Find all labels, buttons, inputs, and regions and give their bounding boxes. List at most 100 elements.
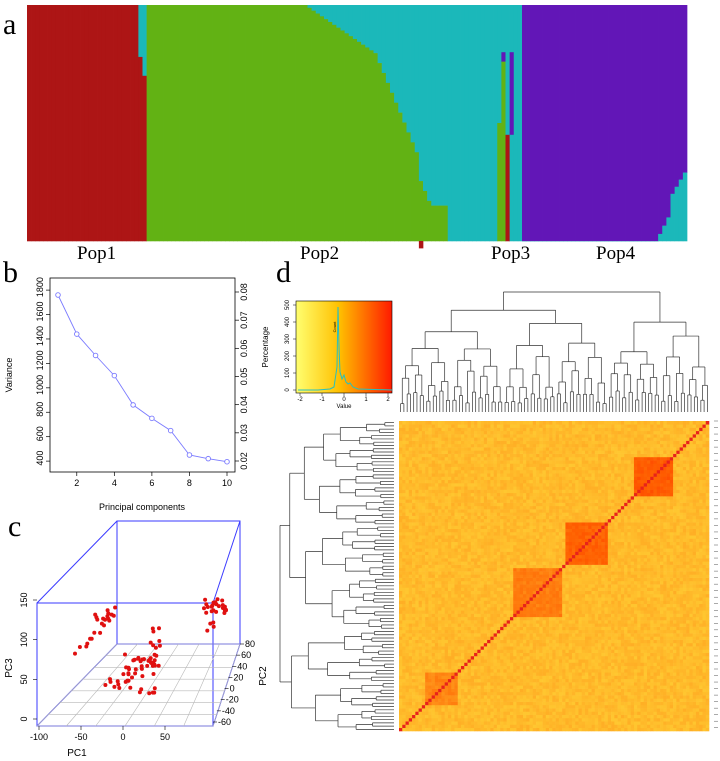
heatmap-cell — [702, 724, 707, 729]
heatmap-cell — [581, 607, 586, 611]
heatmap-cell — [529, 623, 534, 627]
structure-bar-segment — [439, 5, 444, 206]
heatmap-cell — [555, 698, 560, 702]
heatmap-cell — [477, 629, 481, 634]
heatmap-cell — [477, 662, 481, 667]
heatmap-cell — [669, 626, 674, 631]
heatmap-cell — [669, 659, 674, 663]
heatmap-cell — [532, 678, 537, 683]
structure-bar-segment — [270, 5, 275, 242]
heatmap-cell — [627, 721, 631, 725]
heatmap-cell — [653, 629, 658, 634]
heatmap-cell — [451, 714, 455, 719]
heatmap-cell — [627, 652, 631, 657]
heatmap-cell — [487, 646, 491, 650]
heatmap-cell — [480, 636, 485, 640]
heatmap-cell — [418, 613, 423, 618]
heatmap-cell — [493, 678, 498, 683]
heatmap-cell — [399, 662, 403, 667]
heatmap-cell — [490, 626, 494, 631]
heatmap-cell — [637, 603, 641, 608]
heatmap-cell — [434, 691, 439, 696]
heatmap-cell — [493, 636, 498, 640]
heatmap-cell — [542, 607, 547, 611]
heatmap-cell — [483, 649, 488, 653]
heatmap-cell — [598, 691, 602, 696]
heatmap-cell — [562, 682, 566, 686]
heatmap-cell — [614, 691, 618, 696]
heatmap-cell — [457, 711, 462, 715]
heatmap-cell — [399, 711, 403, 715]
heatmap-cell — [421, 623, 426, 627]
heatmap-cell — [653, 652, 658, 657]
heatmap-cell — [682, 629, 687, 634]
heatmap-cell — [519, 649, 524, 653]
heatmap-cell — [549, 642, 553, 647]
heatmap-cell — [653, 675, 658, 680]
heatmap-cell — [529, 597, 534, 601]
heatmap-cell — [509, 655, 514, 660]
heatmap-cell — [611, 695, 615, 699]
heatmap-cell — [620, 724, 625, 729]
heatmap-cell — [470, 607, 475, 611]
heatmap-cell — [617, 695, 622, 699]
heatmap-cell — [552, 695, 556, 699]
heatmap-cell — [692, 717, 697, 722]
heatmap-cell — [663, 623, 667, 627]
heatmap-cell — [673, 695, 677, 699]
heatmap-cell — [519, 711, 524, 715]
heatmap-cell — [506, 655, 511, 660]
heatmap-cell — [513, 714, 517, 719]
heatmap-cell — [441, 675, 445, 680]
heatmap-cell — [666, 649, 671, 653]
heatmap-cell — [624, 639, 628, 644]
variance-line — [57, 294, 228, 463]
heatmap-cell — [405, 685, 410, 689]
heatmap-cell — [441, 727, 445, 732]
heatmap-cell — [454, 646, 459, 650]
heatmap-cell — [549, 613, 553, 618]
heatmap-cell — [575, 685, 579, 689]
heatmap-cell — [601, 607, 605, 611]
heatmap-cell — [643, 623, 648, 627]
heatmap-cell — [513, 678, 517, 683]
heatmap-cell — [633, 727, 638, 732]
heatmap-cell — [555, 655, 560, 660]
heatmap-cell — [542, 691, 547, 696]
heatmap-cell — [643, 711, 648, 715]
structure-bar-segment — [175, 5, 180, 242]
heatmap-cell — [594, 626, 599, 631]
heatmap-cell — [555, 714, 560, 719]
heatmap-cell — [399, 636, 403, 640]
heatmap-cell — [637, 616, 641, 621]
heatmap-cell — [673, 704, 677, 709]
heatmap-cell — [483, 633, 488, 637]
heatmap-cell — [633, 629, 638, 634]
heatmap-cell — [692, 613, 697, 618]
heatmap-cell — [571, 629, 576, 634]
heatmap-cell — [575, 721, 579, 725]
heatmap-cell — [588, 610, 592, 614]
heatmap-cell — [529, 711, 534, 715]
heatmap-cell — [702, 695, 707, 699]
heatmap-cell — [585, 610, 589, 614]
heatmap-cell — [676, 724, 680, 729]
heatmap-cell — [679, 678, 684, 683]
heatmap-cell — [614, 711, 618, 715]
heatmap-cell — [399, 607, 403, 611]
heatmap-cell — [689, 655, 693, 660]
heatmap-cell — [516, 682, 521, 686]
heatmap-cell — [454, 682, 459, 686]
heatmap-cell — [562, 652, 566, 657]
heatmap-cell — [562, 672, 566, 676]
heatmap-cell — [477, 708, 481, 712]
heatmap-cell — [480, 646, 485, 650]
heatmap-cell — [689, 701, 693, 706]
heatmap-cell — [408, 610, 413, 614]
heatmap-cell — [536, 659, 540, 663]
heatmap-cell — [558, 623, 563, 627]
heatmap-cell — [509, 649, 514, 653]
heatmap-cell — [454, 711, 459, 715]
heatmap-cell — [666, 682, 671, 686]
heatmap-cell — [493, 655, 498, 660]
